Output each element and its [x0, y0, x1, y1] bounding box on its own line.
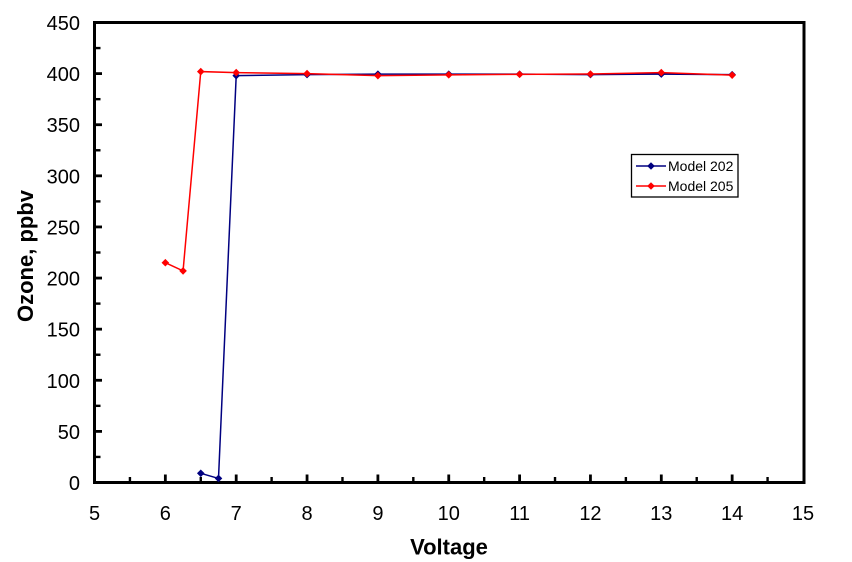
- svg-text:15: 15: [792, 503, 814, 525]
- svg-text:50: 50: [58, 422, 80, 444]
- svg-text:400: 400: [47, 64, 80, 86]
- svg-text:150: 150: [47, 320, 80, 342]
- svg-text:100: 100: [47, 371, 80, 393]
- svg-text:Voltage: Voltage: [410, 535, 488, 560]
- svg-text:5: 5: [89, 503, 100, 525]
- svg-text:6: 6: [160, 503, 171, 525]
- svg-text:350: 350: [47, 115, 80, 137]
- svg-text:0: 0: [69, 473, 80, 495]
- svg-text:Model 205: Model 205: [668, 178, 734, 194]
- svg-text:300: 300: [47, 166, 80, 188]
- svg-text:10: 10: [438, 503, 460, 525]
- svg-text:Ozone, ppbv: Ozone, ppbv: [13, 189, 38, 322]
- svg-text:450: 450: [47, 13, 80, 35]
- svg-text:14: 14: [721, 503, 743, 525]
- svg-text:7: 7: [231, 503, 242, 525]
- svg-text:200: 200: [47, 269, 80, 291]
- svg-text:250: 250: [47, 217, 80, 239]
- svg-text:11: 11: [509, 503, 530, 525]
- svg-text:Model 202: Model 202: [668, 158, 734, 174]
- svg-text:13: 13: [650, 503, 672, 525]
- svg-text:12: 12: [579, 503, 601, 525]
- svg-text:9: 9: [372, 503, 383, 525]
- svg-text:8: 8: [301, 503, 312, 525]
